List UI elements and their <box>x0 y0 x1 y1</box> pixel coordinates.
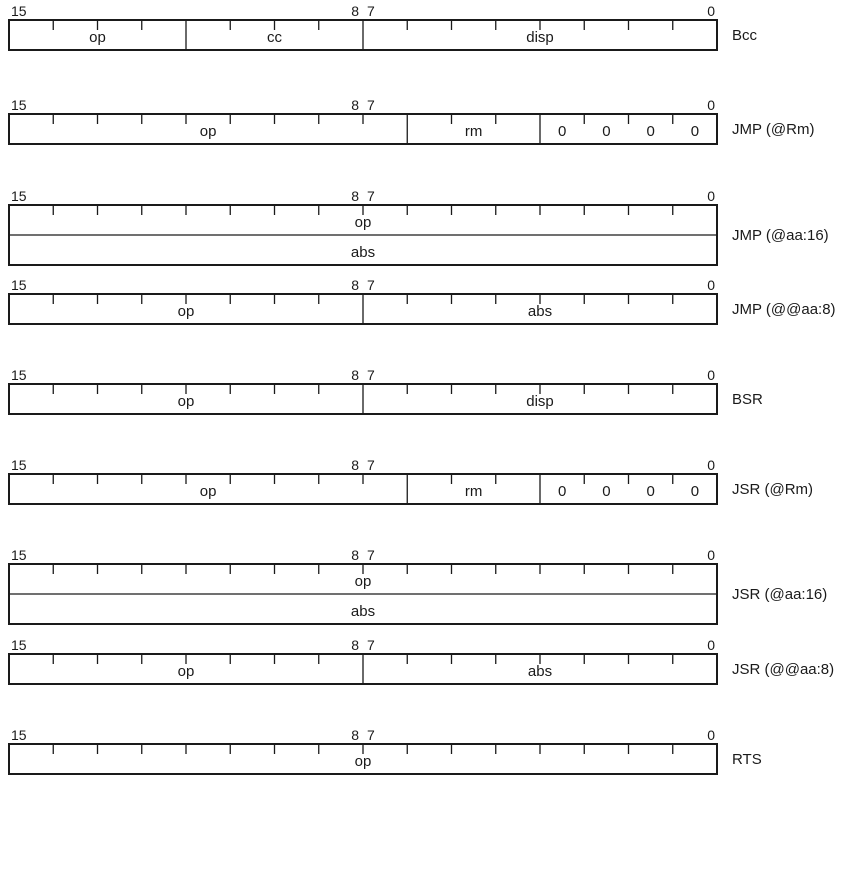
bit-label-7: 7 <box>367 637 375 653</box>
bit-label-8: 8 <box>351 457 359 473</box>
bit-label-7: 7 <box>367 547 375 563</box>
bit-value: 0 <box>646 123 654 140</box>
bit-value: 0 <box>558 483 566 500</box>
bit-label-7: 7 <box>367 457 375 473</box>
instruction-name: BSR <box>732 391 763 408</box>
field-label-op: op <box>89 29 106 46</box>
bit-label-15: 15 <box>11 97 27 113</box>
field-label-abs: abs <box>528 303 552 320</box>
bit-label-15: 15 <box>11 277 27 293</box>
bit-label-15: 15 <box>11 367 27 383</box>
bit-label-8: 8 <box>351 367 359 383</box>
bit-label-0: 0 <box>707 457 715 473</box>
instruction-name: Bcc <box>732 27 758 44</box>
bit-label-7: 7 <box>367 97 375 113</box>
instruction-name: JMP (@Rm) <box>732 121 814 138</box>
instruction-name: RTS <box>732 751 762 768</box>
bit-label-0: 0 <box>707 3 715 19</box>
field-label-op: op <box>178 393 195 410</box>
bit-label-7: 7 <box>367 3 375 19</box>
bit-value: 0 <box>691 483 699 500</box>
field-label-abs: abs <box>351 603 375 620</box>
instruction-name: JSR (@@aa:8) <box>732 661 834 678</box>
bit-label-15: 15 <box>11 457 27 473</box>
bit-value: 0 <box>646 483 654 500</box>
instruction-name: JMP (@@aa:8) <box>732 301 836 318</box>
field-label-disp: disp <box>526 393 554 410</box>
bit-label-15: 15 <box>11 637 27 653</box>
instruction-name: JSR (@Rm) <box>732 481 813 498</box>
bit-label-8: 8 <box>351 637 359 653</box>
bit-value: 0 <box>602 483 610 500</box>
bit-label-0: 0 <box>707 727 715 743</box>
field-label-op: op <box>355 214 372 231</box>
bit-label-0: 0 <box>707 97 715 113</box>
field-label-op: op <box>355 573 372 590</box>
bit-label-8: 8 <box>351 3 359 19</box>
field-label-op: op <box>178 303 195 320</box>
bit-label-8: 8 <box>351 547 359 563</box>
bit-label-0: 0 <box>707 367 715 383</box>
bit-label-15: 15 <box>11 188 27 204</box>
instruction-name: JMP (@aa:16) <box>732 227 829 244</box>
bit-label-0: 0 <box>707 188 715 204</box>
field-label-op: op <box>200 123 217 140</box>
bit-label-0: 0 <box>707 547 715 563</box>
bit-value: 0 <box>602 123 610 140</box>
field-label-op: op <box>355 753 372 770</box>
bit-label-8: 8 <box>351 97 359 113</box>
bit-label-8: 8 <box>351 188 359 204</box>
field-label-abs: abs <box>351 244 375 261</box>
bit-label-8: 8 <box>351 727 359 743</box>
bit-value: 0 <box>558 123 566 140</box>
field-label-rm: rm <box>465 483 483 500</box>
field-label-op: op <box>200 483 217 500</box>
instruction-name: JSR (@aa:16) <box>732 586 827 603</box>
bit-label-0: 0 <box>707 277 715 293</box>
bit-label-7: 7 <box>367 277 375 293</box>
bit-label-15: 15 <box>11 3 27 19</box>
bit-label-7: 7 <box>367 188 375 204</box>
bit-label-7: 7 <box>367 367 375 383</box>
field-label-cc: cc <box>267 29 283 46</box>
field-label-disp: disp <box>526 29 554 46</box>
bit-value: 0 <box>691 123 699 140</box>
bit-label-15: 15 <box>11 727 27 743</box>
bit-label-7: 7 <box>367 727 375 743</box>
bit-label-0: 0 <box>707 637 715 653</box>
bit-label-15: 15 <box>11 547 27 563</box>
field-label-abs: abs <box>528 663 552 680</box>
bit-label-8: 8 <box>351 277 359 293</box>
field-label-op: op <box>178 663 195 680</box>
field-label-rm: rm <box>465 123 483 140</box>
